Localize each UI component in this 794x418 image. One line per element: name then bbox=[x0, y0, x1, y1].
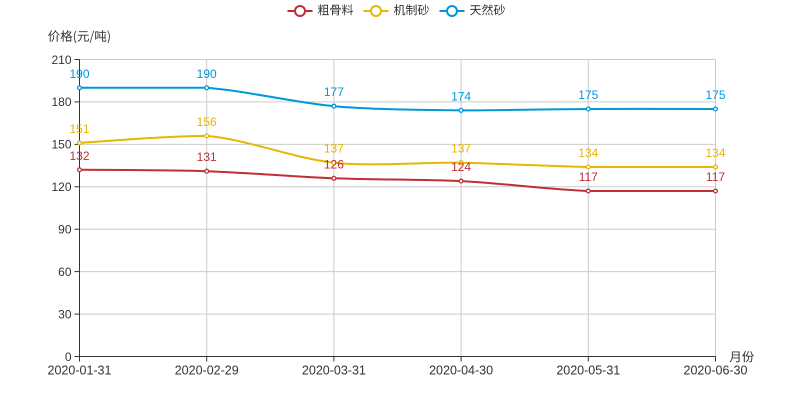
svg-text:2020-03-31: 2020-03-31 bbox=[302, 363, 366, 377]
svg-text:131: 131 bbox=[197, 150, 217, 164]
svg-text:30: 30 bbox=[58, 307, 72, 321]
svg-text:174: 174 bbox=[451, 89, 471, 103]
svg-text:150: 150 bbox=[51, 138, 71, 152]
svg-text:132: 132 bbox=[69, 149, 89, 163]
svg-text:210: 210 bbox=[51, 53, 71, 67]
svg-text:117: 117 bbox=[579, 170, 598, 184]
svg-text:137: 137 bbox=[451, 142, 471, 156]
svg-text:190: 190 bbox=[69, 67, 89, 81]
svg-text:175: 175 bbox=[578, 88, 598, 102]
svg-text:90: 90 bbox=[58, 223, 72, 237]
svg-text:2020-01-31: 2020-01-31 bbox=[48, 363, 112, 377]
svg-text:2020-06-30: 2020-06-30 bbox=[684, 363, 748, 377]
svg-text:120: 120 bbox=[51, 180, 71, 194]
svg-text:126: 126 bbox=[324, 157, 344, 171]
svg-text:134: 134 bbox=[705, 146, 725, 160]
svg-text:177: 177 bbox=[324, 85, 344, 99]
svg-text:2020-04-30: 2020-04-30 bbox=[429, 363, 493, 377]
svg-text:134: 134 bbox=[578, 146, 598, 160]
svg-text:175: 175 bbox=[705, 88, 725, 102]
svg-text:151: 151 bbox=[69, 122, 89, 136]
svg-text:190: 190 bbox=[197, 67, 217, 81]
svg-text:137: 137 bbox=[324, 142, 344, 156]
svg-text:180: 180 bbox=[51, 95, 71, 109]
svg-text:124: 124 bbox=[451, 160, 471, 174]
svg-text:117: 117 bbox=[706, 170, 725, 184]
svg-text:2020-02-29: 2020-02-29 bbox=[175, 363, 239, 377]
svg-text:60: 60 bbox=[58, 265, 72, 279]
svg-text:2020-05-31: 2020-05-31 bbox=[556, 363, 620, 377]
svg-text:156: 156 bbox=[197, 115, 217, 129]
svg-text:0: 0 bbox=[65, 350, 72, 364]
